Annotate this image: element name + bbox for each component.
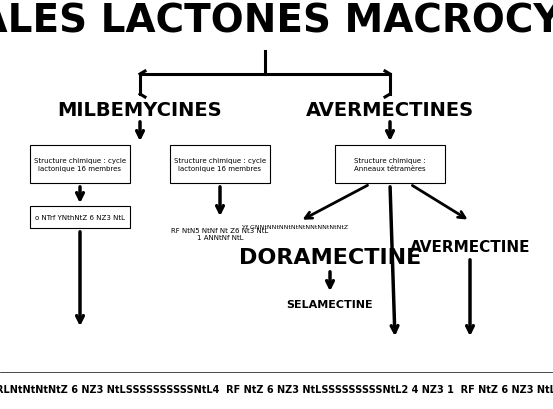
Text: RLNtNtNtNtZ 6 NZ3 NtLSSSSSSSSSSNtL4  RF NtZ 6 NZ3 NtLSSSSSSSSSNtL2 4 NZ3 1  RF N: RLNtNtNtNtZ 6 NZ3 NtLSSSSSSSSSSNtL4 RF N… [0,384,553,394]
Text: Structure chimique :
Anneaux tétramères: Structure chimique : Anneaux tétramères [354,158,426,171]
FancyBboxPatch shape [170,146,270,184]
FancyBboxPatch shape [30,207,130,229]
Text: PRINCIPALES LACTONES MACROCYCLIQUES: PRINCIPALES LACTONES MACROCYCLIQUES [0,3,553,41]
Text: Structure chimique : cycle
lactonique 16 membres: Structure chimique : cycle lactonique 16… [34,158,126,171]
Text: AVERMECTINE: AVERMECTINE [410,239,530,254]
FancyBboxPatch shape [335,146,445,184]
FancyBboxPatch shape [30,146,130,184]
Text: o NTrf YNthNtZ 6 NZ3 NtL: o NTrf YNthNtZ 6 NZ3 NtL [35,214,125,220]
Text: Structure chimique : cycle
lactonique 16 membres: Structure chimique : cycle lactonique 16… [174,158,266,171]
Text: AVERMECTINES: AVERMECTINES [306,100,474,119]
Text: MILBEMYCINES: MILBEMYCINES [58,100,222,119]
Text: Yf GNNtNNtNNtNtNtNNtNNtNtNtZ: Yf GNNtNNtNNtNtNtNNtNNtNtNtZ [242,225,348,229]
Text: DORAMECTINE: DORAMECTINE [239,247,421,267]
Text: SELAMECTINE: SELAMECTINE [286,299,373,309]
Text: RF NtN5 NtNf Nt Z6 Nt3 NtL
1 ANNtNf NtL: RF NtN5 NtNf Nt Z6 Nt3 NtL 1 ANNtNf NtL [171,227,269,240]
